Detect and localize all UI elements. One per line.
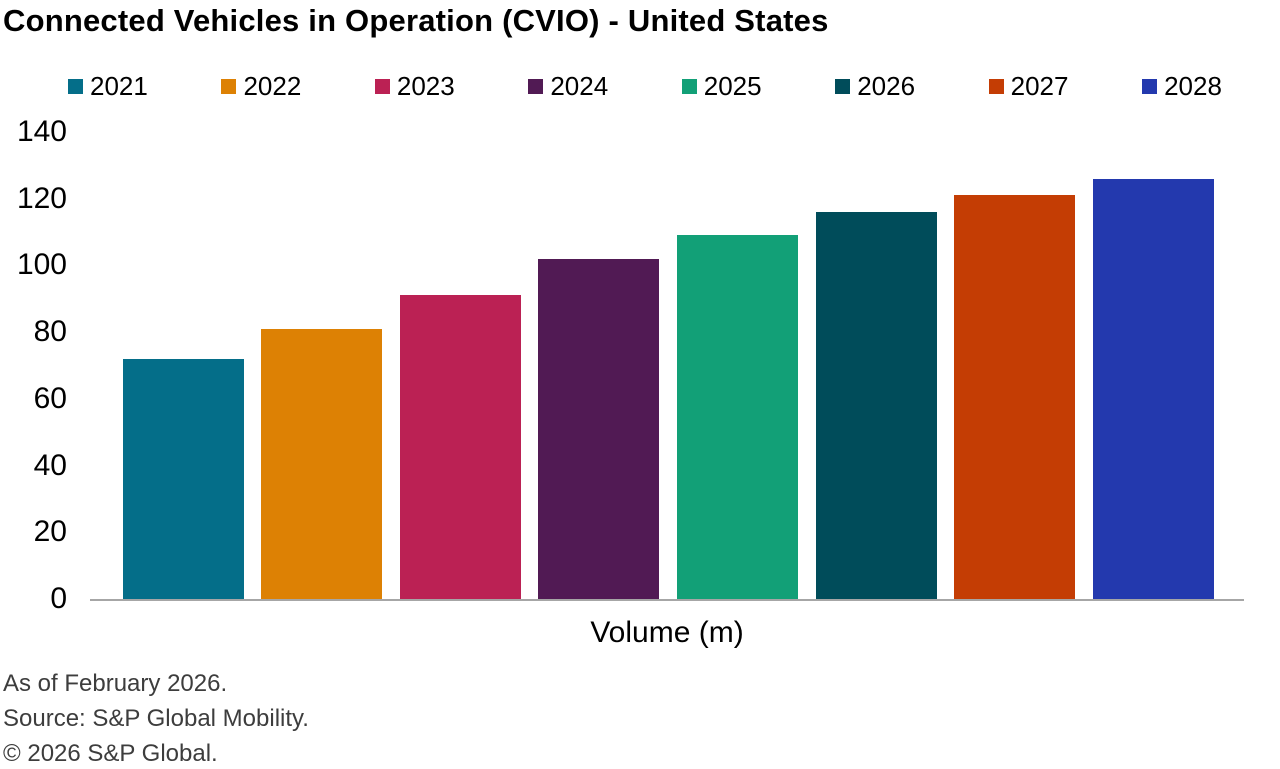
legend-swatch-icon: [835, 78, 851, 94]
legend-swatch-icon: [528, 78, 544, 94]
legend-item-2021: 2021: [68, 71, 148, 101]
bar-2021: [123, 359, 244, 599]
bar-2026: [816, 212, 937, 599]
legend-item-2027: 2027: [988, 71, 1069, 101]
legend-swatch-icon: [681, 78, 697, 94]
legend-label: 2024: [550, 71, 609, 101]
legend-label: 2025: [703, 71, 762, 101]
legend-swatch-icon: [221, 78, 237, 94]
y-tick-label-140: 140: [16, 115, 67, 148]
legend-item-2025: 2025: [681, 71, 762, 101]
bar-2024: [538, 259, 659, 599]
y-tick-label-60: 60: [33, 382, 67, 415]
footnotes: As of February 2026. Source: S&P Global …: [3, 666, 803, 769]
legend-item-2028: 2028: [1142, 71, 1222, 101]
legend-item-2026: 2026: [835, 71, 915, 101]
legend-item-2024: 2024: [528, 71, 608, 101]
x-axis-title: Volume (m): [590, 616, 744, 649]
bar-2028: [1093, 179, 1214, 599]
chart-title: Connected Vehicles in Operation (CVIO) -…: [3, 3, 829, 38]
y-tick-label-80: 80: [33, 315, 67, 348]
legend: 2021 2022 2023 2024 2025 2026 2027 2028: [68, 70, 1222, 102]
legend-swatch-icon: [68, 78, 83, 94]
legend-label: 2026: [857, 71, 916, 101]
legend-swatch-icon: [374, 78, 390, 94]
y-tick-label-100: 100: [16, 248, 67, 281]
legend-swatch-icon: [1142, 78, 1158, 94]
y-tick-label-0: 0: [50, 582, 67, 615]
legend-label: 2027: [1010, 71, 1069, 101]
legend-label: 2023: [396, 71, 455, 101]
footnote-copyright: © 2026 S&P Global.: [3, 740, 218, 767]
legend-label: 2021: [90, 71, 148, 101]
legend-item-2022: 2022: [221, 71, 301, 101]
footnote-source: Source: S&P Global Mobility.: [3, 705, 309, 732]
bar-2027: [954, 195, 1075, 599]
bar-2025: [677, 235, 798, 599]
legend-item-2023: 2023: [374, 71, 455, 101]
y-tick-label-20: 20: [33, 515, 67, 548]
legend-label: 2028: [1164, 71, 1222, 101]
legend-swatch-icon: [988, 78, 1004, 94]
y-tick-label-120: 120: [16, 182, 67, 215]
footnote-as-of: As of February 2026.: [3, 670, 228, 697]
bar-2022: [261, 329, 382, 599]
y-tick-label-40: 40: [33, 449, 67, 482]
plot-area: [90, 132, 1244, 601]
bar-2023: [400, 295, 521, 599]
legend-label: 2022: [243, 71, 302, 101]
y-axis: 0 20 40 60 80 100 120 140: [0, 0, 67, 769]
